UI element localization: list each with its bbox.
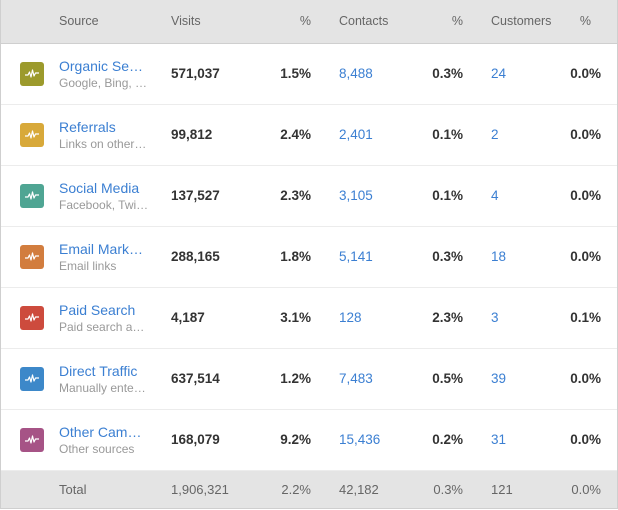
- contacts-pct-value: 0.1%: [432, 188, 463, 203]
- table-row[interactable]: Referrals Links on other… 99,812 2.4% 2,…: [1, 104, 617, 165]
- customers-link[interactable]: 31: [491, 432, 507, 447]
- contacts-pct-value: 0.3%: [432, 249, 463, 264]
- visits-value: 4,187: [171, 310, 205, 325]
- total-customers-pct: 0.0%: [571, 481, 601, 497]
- customers-pct-value: 0.0%: [570, 249, 601, 264]
- visits-pct-value: 9.2%: [280, 432, 311, 447]
- source-name-link[interactable]: Paid Search: [59, 301, 136, 318]
- total-label: Total: [59, 481, 87, 497]
- source-description: Paid search a…: [59, 319, 145, 334]
- visits-pct-value: 1.5%: [280, 66, 311, 81]
- source-description: Manually ente…: [59, 380, 146, 395]
- activity-pulse-icon: [20, 305, 44, 330]
- source-description: Facebook, Twi…: [59, 197, 149, 212]
- header-contacts[interactable]: Contacts: [319, 0, 409, 44]
- visits-value: 571,037: [171, 66, 220, 81]
- contacts-link[interactable]: 3,105: [339, 188, 373, 203]
- visits-value: 99,812: [171, 127, 213, 142]
- total-customers: 121: [491, 481, 513, 497]
- activity-pulse-icon: [20, 122, 44, 147]
- header-customers[interactable]: Customers: [471, 0, 561, 44]
- header-contacts-pct[interactable]: %: [409, 0, 471, 44]
- contacts-link[interactable]: 15,436: [339, 432, 381, 447]
- contacts-link[interactable]: 2,401: [339, 127, 373, 142]
- activity-pulse-icon: [20, 244, 44, 269]
- table-row[interactable]: Organic Se… Google, Bing, … 571,037 1.5%…: [1, 43, 617, 104]
- source-name-link[interactable]: Direct Traffic: [59, 362, 138, 379]
- header-visits-pct[interactable]: %: [251, 0, 319, 44]
- contacts-pct-value: 2.3%: [432, 310, 463, 325]
- source-description: Google, Bing, …: [59, 75, 148, 90]
- customers-link[interactable]: 18: [491, 249, 507, 264]
- contacts-pct-value: 0.1%: [432, 127, 463, 142]
- source-name-link[interactable]: Other Cam…: [59, 423, 142, 440]
- visits-value: 637,514: [171, 371, 220, 386]
- customers-pct-value: 0.0%: [570, 188, 601, 203]
- contacts-link[interactable]: 5,141: [339, 249, 373, 264]
- customers-link[interactable]: 4: [491, 188, 499, 203]
- visits-pct-value: 2.4%: [280, 127, 311, 142]
- header-source[interactable]: Source: [59, 0, 171, 44]
- customers-link[interactable]: 2: [491, 127, 499, 142]
- table-row[interactable]: Social Media Facebook, Twi… 137,527 2.3%…: [1, 165, 617, 226]
- header-customers-pct[interactable]: %: [561, 0, 617, 44]
- contacts-pct-value: 0.2%: [432, 432, 463, 447]
- table-row[interactable]: Direct Traffic Manually ente… 637,514 1.…: [1, 348, 617, 409]
- total-contacts: 42,182: [339, 481, 379, 497]
- total-visits-pct: 2.2%: [281, 481, 311, 497]
- total-contacts-pct: 0.3%: [433, 481, 463, 497]
- source-description: Other sources: [59, 441, 135, 456]
- source-name-link[interactable]: Referrals: [59, 118, 116, 135]
- source-name-link[interactable]: Social Media: [59, 179, 140, 196]
- customers-pct-value: 0.0%: [570, 432, 601, 447]
- table-row[interactable]: Email Mark… Email links 288,165 1.8% 5,1…: [1, 226, 617, 287]
- customers-pct-value: 0.0%: [570, 371, 601, 386]
- customers-pct-value: 0.1%: [570, 310, 601, 325]
- visits-value: 168,079: [171, 432, 220, 447]
- customers-link[interactable]: 3: [491, 310, 499, 325]
- contacts-link[interactable]: 8,488: [339, 66, 373, 81]
- source-name-link[interactable]: Organic Se…: [59, 57, 144, 74]
- contacts-link[interactable]: 7,483: [339, 371, 373, 386]
- table-header-row: Source Visits % Contacts % Customers %: [1, 0, 617, 44]
- activity-pulse-icon: [20, 366, 44, 391]
- source-description: Email links: [59, 258, 117, 273]
- visits-pct-value: 1.2%: [280, 371, 311, 386]
- activity-pulse-icon: [20, 61, 44, 86]
- visits-value: 137,527: [171, 188, 220, 203]
- table-row[interactable]: Paid Search Paid search a… 4,187 3.1% 12…: [1, 287, 617, 348]
- activity-pulse-icon: [20, 183, 44, 208]
- header-visits[interactable]: Visits: [171, 0, 251, 44]
- contacts-link[interactable]: 128: [339, 310, 362, 325]
- visits-value: 288,165: [171, 249, 220, 264]
- source-description: Links on other…: [59, 136, 147, 151]
- total-row: Total 1,906,321 2.2% 42,182 0.3% 121 0.0…: [1, 470, 617, 508]
- customers-pct-value: 0.0%: [570, 66, 601, 81]
- source-name-link[interactable]: Email Mark…: [59, 240, 144, 257]
- visits-pct-value: 2.3%: [280, 188, 311, 203]
- contacts-pct-value: 0.5%: [432, 371, 463, 386]
- table-row[interactable]: Other Cam… Other sources 168,079 9.2% 15…: [1, 409, 617, 470]
- customers-link[interactable]: 24: [491, 66, 507, 81]
- customers-pct-value: 0.0%: [570, 127, 601, 142]
- total-visits: 1,906,321: [171, 481, 229, 497]
- activity-pulse-icon: [20, 427, 44, 452]
- visits-pct-value: 3.1%: [280, 310, 311, 325]
- contacts-pct-value: 0.3%: [432, 66, 463, 81]
- visits-pct-value: 1.8%: [280, 249, 311, 264]
- customers-link[interactable]: 39: [491, 371, 507, 386]
